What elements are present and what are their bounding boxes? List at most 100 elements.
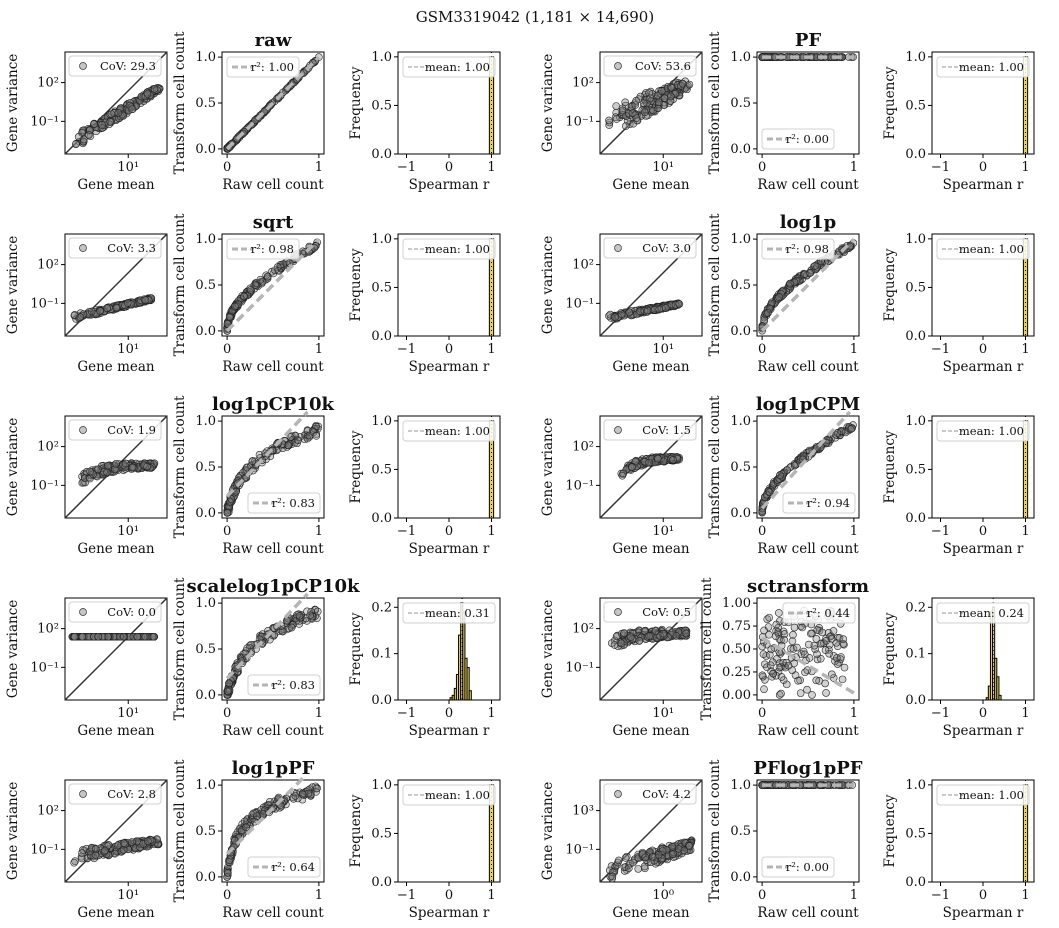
cell-count-panel: log1pCPM 0 1 0.0 0.5 1.0 Raw cell count Transfo… <box>707 394 860 557</box>
data-point <box>775 293 784 301</box>
legend-marker <box>79 62 87 70</box>
mean-variance-panel: 10¹ 10² 10⁻¹ Gene mean Gene variance CoV: 3.3 <box>5 233 168 375</box>
x-tick-label: 10¹ <box>652 524 674 539</box>
y-tick-label: 1.0 <box>195 232 216 247</box>
y-tick-label: 0.5 <box>371 98 392 113</box>
data-point <box>655 98 663 107</box>
data-point <box>641 853 650 862</box>
x-tick-label: 0 <box>758 888 766 903</box>
data-point <box>685 80 694 89</box>
data-point <box>87 307 96 316</box>
y-tick-label: 0.50 <box>722 642 751 657</box>
y-tick-label: 0.5 <box>371 280 392 295</box>
data-point <box>818 628 826 637</box>
mean-variance-points <box>72 84 164 148</box>
y-tick-label: 1.0 <box>905 778 926 793</box>
legend: mean: 1.00 <box>402 784 496 806</box>
x-tick-label: 0 <box>979 524 987 539</box>
data-point <box>640 862 649 871</box>
data-point <box>98 121 106 129</box>
y-tick-label: 10² <box>572 258 594 273</box>
data-point <box>72 140 80 148</box>
y-tick-label: 0.0 <box>905 875 926 890</box>
transform-title: log1p <box>780 212 837 233</box>
transform-title: scalelog1pCP10k <box>187 576 360 597</box>
legend: CoV: 3.3 <box>68 237 162 259</box>
legend: r²: 1.00 <box>226 56 300 78</box>
data-point <box>777 689 785 698</box>
spearman-hist-panel: −1 0 1 0.0 0.5 1.0 Spearman r Frequency mean: 1.… <box>348 50 501 193</box>
legend-label: mean: 1.00 <box>425 788 490 802</box>
legend: mean: 1.00 <box>936 784 1030 806</box>
histogram-bar <box>998 694 1002 701</box>
y-tick-label: 1.0 <box>905 50 926 65</box>
legend: r²: 0.98 <box>226 238 300 260</box>
data-point <box>617 639 626 648</box>
transform-title: PF <box>795 30 822 51</box>
data-point <box>804 640 813 649</box>
data-point <box>765 488 774 496</box>
legend-marker <box>79 790 87 798</box>
y-axis-label: Gene variance <box>5 782 21 881</box>
legend-label: r²: 0.98 <box>251 242 294 256</box>
cell-count-panel: sqrt 0 1 0.0 0.5 1.0 Raw cell count Transform c… <box>172 212 325 375</box>
y-tick-label: 0.5 <box>905 462 926 477</box>
data-point <box>618 104 627 113</box>
x-tick-label: 1 <box>850 160 858 175</box>
data-point <box>306 611 314 620</box>
data-point <box>812 676 821 685</box>
cell-count-panel: log1p 0 1 0.0 0.5 1.0 Raw cell count Transform … <box>707 212 860 375</box>
x-tick-label: 0 <box>445 706 453 721</box>
mean-variance-panel: 10¹ 10² 10⁻¹ Gene mean Gene variance CoV: 53.… <box>540 51 703 193</box>
data-point <box>679 79 687 88</box>
x-axis-label: Spearman r <box>943 541 1024 557</box>
data-point <box>103 304 112 312</box>
y-tick-label: 0.5 <box>195 824 216 839</box>
legend-label: CoV: 1.5 <box>642 423 691 437</box>
data-point <box>90 120 98 128</box>
y-axis-label: Transform cell count <box>707 31 723 174</box>
mean-variance-points <box>617 452 683 480</box>
legend-marker <box>614 62 622 70</box>
x-tick-label: −1 <box>931 160 950 175</box>
data-point <box>223 509 232 517</box>
histogram-bar <box>468 690 472 701</box>
data-point <box>769 669 777 678</box>
legend-label: r²: 0.98 <box>786 242 829 256</box>
legend-label: r²: 0.94 <box>807 496 850 510</box>
x-tick-label: 0 <box>758 160 766 175</box>
mean-variance-axes <box>64 51 168 155</box>
cell-count-panel: raw 0 1 0.0 0.5 1.0 Raw cell count Transform ce… <box>172 30 325 193</box>
x-axis-label: Spearman r <box>409 905 490 921</box>
legend: CoV: 1.5 <box>603 419 697 441</box>
cell-count-panel: log1pPF 0 1 0.0 0.5 1.0 Raw cell count Transfor… <box>172 758 325 921</box>
legend-label: mean: 1.00 <box>959 788 1024 802</box>
data-point <box>611 313 619 321</box>
y-tick-label: 1.0 <box>195 596 216 611</box>
data-point <box>628 463 636 472</box>
data-point <box>610 641 619 649</box>
legend: CoV: 3.0 <box>603 237 697 259</box>
y-tick-label: 10⁻¹ <box>30 296 59 311</box>
fit-line <box>225 592 309 680</box>
data-point <box>783 466 791 474</box>
y-tick-label: 10⁻¹ <box>565 114 594 129</box>
y-axis-label: Frequency <box>882 248 898 321</box>
data-point <box>112 460 120 468</box>
x-axis-label: Gene mean <box>612 177 690 193</box>
y-tick-label: 1.0 <box>730 50 751 65</box>
y-tick-label: 0.2 <box>371 600 392 615</box>
data-point <box>243 463 251 472</box>
y-tick-label: 1.0 <box>195 50 216 65</box>
data-point <box>632 96 641 105</box>
y-tick-label: 0.0 <box>371 329 392 344</box>
data-point <box>846 425 855 434</box>
spearman-hist-panel: −1 0 1 0.0 0.1 0.2 Spearman r Frequency mean: 0.… <box>882 597 1035 739</box>
data-point <box>829 627 838 635</box>
mean-variance-panel: 10¹ 10² 10⁻¹ Gene mean Gene variance CoV: 2.8 <box>5 779 168 921</box>
x-axis-label: Gene mean <box>77 723 155 739</box>
transform-title: log1pCP10k <box>212 394 334 415</box>
y-tick-label: 10⁻¹ <box>565 842 594 857</box>
x-axis-label: Gene mean <box>77 905 155 921</box>
